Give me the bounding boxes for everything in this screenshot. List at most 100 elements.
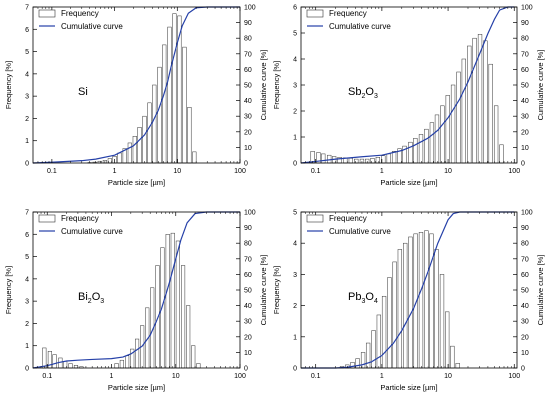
y-left-tick-label: 6 — [293, 5, 297, 12]
frequency-bar — [137, 127, 142, 164]
frequency-bar — [456, 71, 461, 164]
frequency-bar — [157, 66, 162, 164]
y-right-tick-label: 70 — [521, 51, 529, 58]
x-tick-label: 100 — [234, 168, 246, 175]
frequency-bar — [52, 354, 57, 369]
x-axis-label: Particle size [µm] — [108, 383, 165, 392]
frequency-bar — [455, 363, 460, 369]
y-right-tick-label: 0 — [521, 366, 525, 373]
y-right-axis-label: Cumulative curve [%] — [536, 255, 545, 326]
cumulative-curve — [301, 211, 515, 369]
y-right-tick-label: 30 — [244, 319, 252, 326]
frequency-bar — [375, 157, 381, 164]
y-left-tick-label: 4 — [293, 57, 297, 64]
legend-cumulative-label: Cumulative curve — [61, 227, 123, 236]
cumulative-curve — [32, 6, 240, 164]
y-right-tick-label: 0 — [244, 366, 248, 373]
y-left-tick-label: 1 — [293, 334, 297, 341]
y-right-tick-label: 10 — [521, 145, 529, 152]
y-right-tick-label: 100 — [521, 210, 533, 217]
y-right-tick-label: 90 — [244, 225, 252, 232]
y-right-tick-label: 30 — [521, 114, 529, 121]
frequency-bar — [440, 105, 445, 164]
y-right-tick-label: 70 — [244, 51, 252, 58]
legend-cumulative-label: Cumulative curve — [329, 227, 391, 236]
legend-cumulative-label: Cumulative curve — [61, 22, 123, 31]
frequency-bar — [488, 63, 493, 164]
y-right-tick-label: 30 — [244, 114, 252, 121]
frequency-bar — [450, 345, 455, 369]
y-right-tick-label: 40 — [521, 98, 529, 105]
y-left-tick-label: 0 — [25, 366, 29, 373]
frequency-bar — [187, 107, 192, 164]
y-right-tick-label: 100 — [521, 5, 533, 12]
frequency-bar — [170, 232, 175, 369]
frequency-bar — [403, 242, 408, 369]
frequency-bar — [186, 305, 191, 369]
frequency-bar — [127, 142, 132, 164]
y-right-tick-label: 50 — [521, 288, 529, 295]
legend-frequency-label: Frequency — [329, 214, 367, 223]
y-right-tick-label: 80 — [244, 36, 252, 43]
chart-panel-4: 0.1 1 10 1000123450102030405060708090100Par… — [272, 210, 545, 393]
y-left-tick-label: 4 — [25, 71, 29, 78]
y-left-tick-label: 2 — [293, 109, 297, 116]
y-left-tick-label: 4 — [293, 241, 297, 248]
y-right-tick-label: 60 — [521, 67, 529, 74]
x-tick-label: 10 — [444, 373, 452, 380]
y-right-tick-label: 90 — [521, 20, 529, 27]
x-tick-label: 0.1 — [311, 168, 321, 175]
x-tick-label: 0.1 — [47, 168, 57, 175]
frequency-bar — [483, 40, 488, 164]
y-right-tick-label: 50 — [244, 83, 252, 90]
frequency-bar — [472, 37, 477, 164]
frequency-bar — [376, 314, 381, 369]
frequency-bar — [434, 249, 439, 369]
frequency-bar — [429, 122, 435, 164]
frequency-bar — [445, 311, 450, 369]
x-tick-label: 100 — [508, 373, 520, 380]
frequency-bar — [117, 152, 122, 164]
frequency-bar — [387, 277, 392, 369]
y-right-tick-label: 10 — [521, 350, 529, 357]
frequency-bar — [114, 363, 119, 369]
x-tick-label: 10 — [173, 168, 181, 175]
frequency-bar — [165, 234, 170, 369]
frequency-bar — [365, 342, 371, 369]
frequency-bar — [73, 365, 79, 369]
legend-frequency-label: Frequency — [61, 214, 99, 223]
y-left-tick-label: 1 — [25, 343, 29, 350]
frequency-bar — [192, 151, 197, 164]
frequency-bar — [147, 102, 152, 164]
y-right-tick-label: 0 — [244, 161, 248, 168]
frequency-bar — [162, 44, 167, 164]
x-axis-label: Particle size [µm] — [380, 178, 437, 187]
y-right-tick-label: 50 — [521, 83, 529, 90]
y-left-tick-label: 0 — [293, 161, 297, 168]
y-right-tick-label: 70 — [244, 256, 252, 263]
frequency-bar — [408, 141, 413, 164]
frequency-bar — [125, 355, 130, 369]
frequency-bar — [370, 158, 375, 164]
material-label: Bi2O3 — [78, 291, 104, 305]
frequency-bar — [167, 26, 172, 164]
frequency-bar — [68, 363, 73, 369]
frequency-bar — [386, 153, 391, 164]
frequency-bar — [418, 134, 424, 164]
x-tick-label: 1 — [380, 168, 384, 175]
frequency-bar — [142, 115, 147, 164]
y-left-tick-label: 5 — [293, 31, 297, 38]
frequency-bar — [182, 46, 187, 164]
x-axis-label: Particle size [µm] — [108, 178, 165, 187]
frequency-bar — [397, 249, 403, 369]
frequency-bar — [450, 84, 456, 164]
frequency-bar — [321, 153, 326, 164]
y-left-tick-label: 3 — [293, 83, 297, 90]
x-tick-label: 1 — [380, 373, 384, 380]
y-left-tick-label: 3 — [293, 272, 297, 279]
y-right-tick-label: 100 — [244, 5, 256, 12]
y-left-tick-label: 3 — [25, 94, 29, 101]
frequency-bar — [360, 352, 366, 369]
y-right-tick-label: 100 — [244, 210, 256, 217]
